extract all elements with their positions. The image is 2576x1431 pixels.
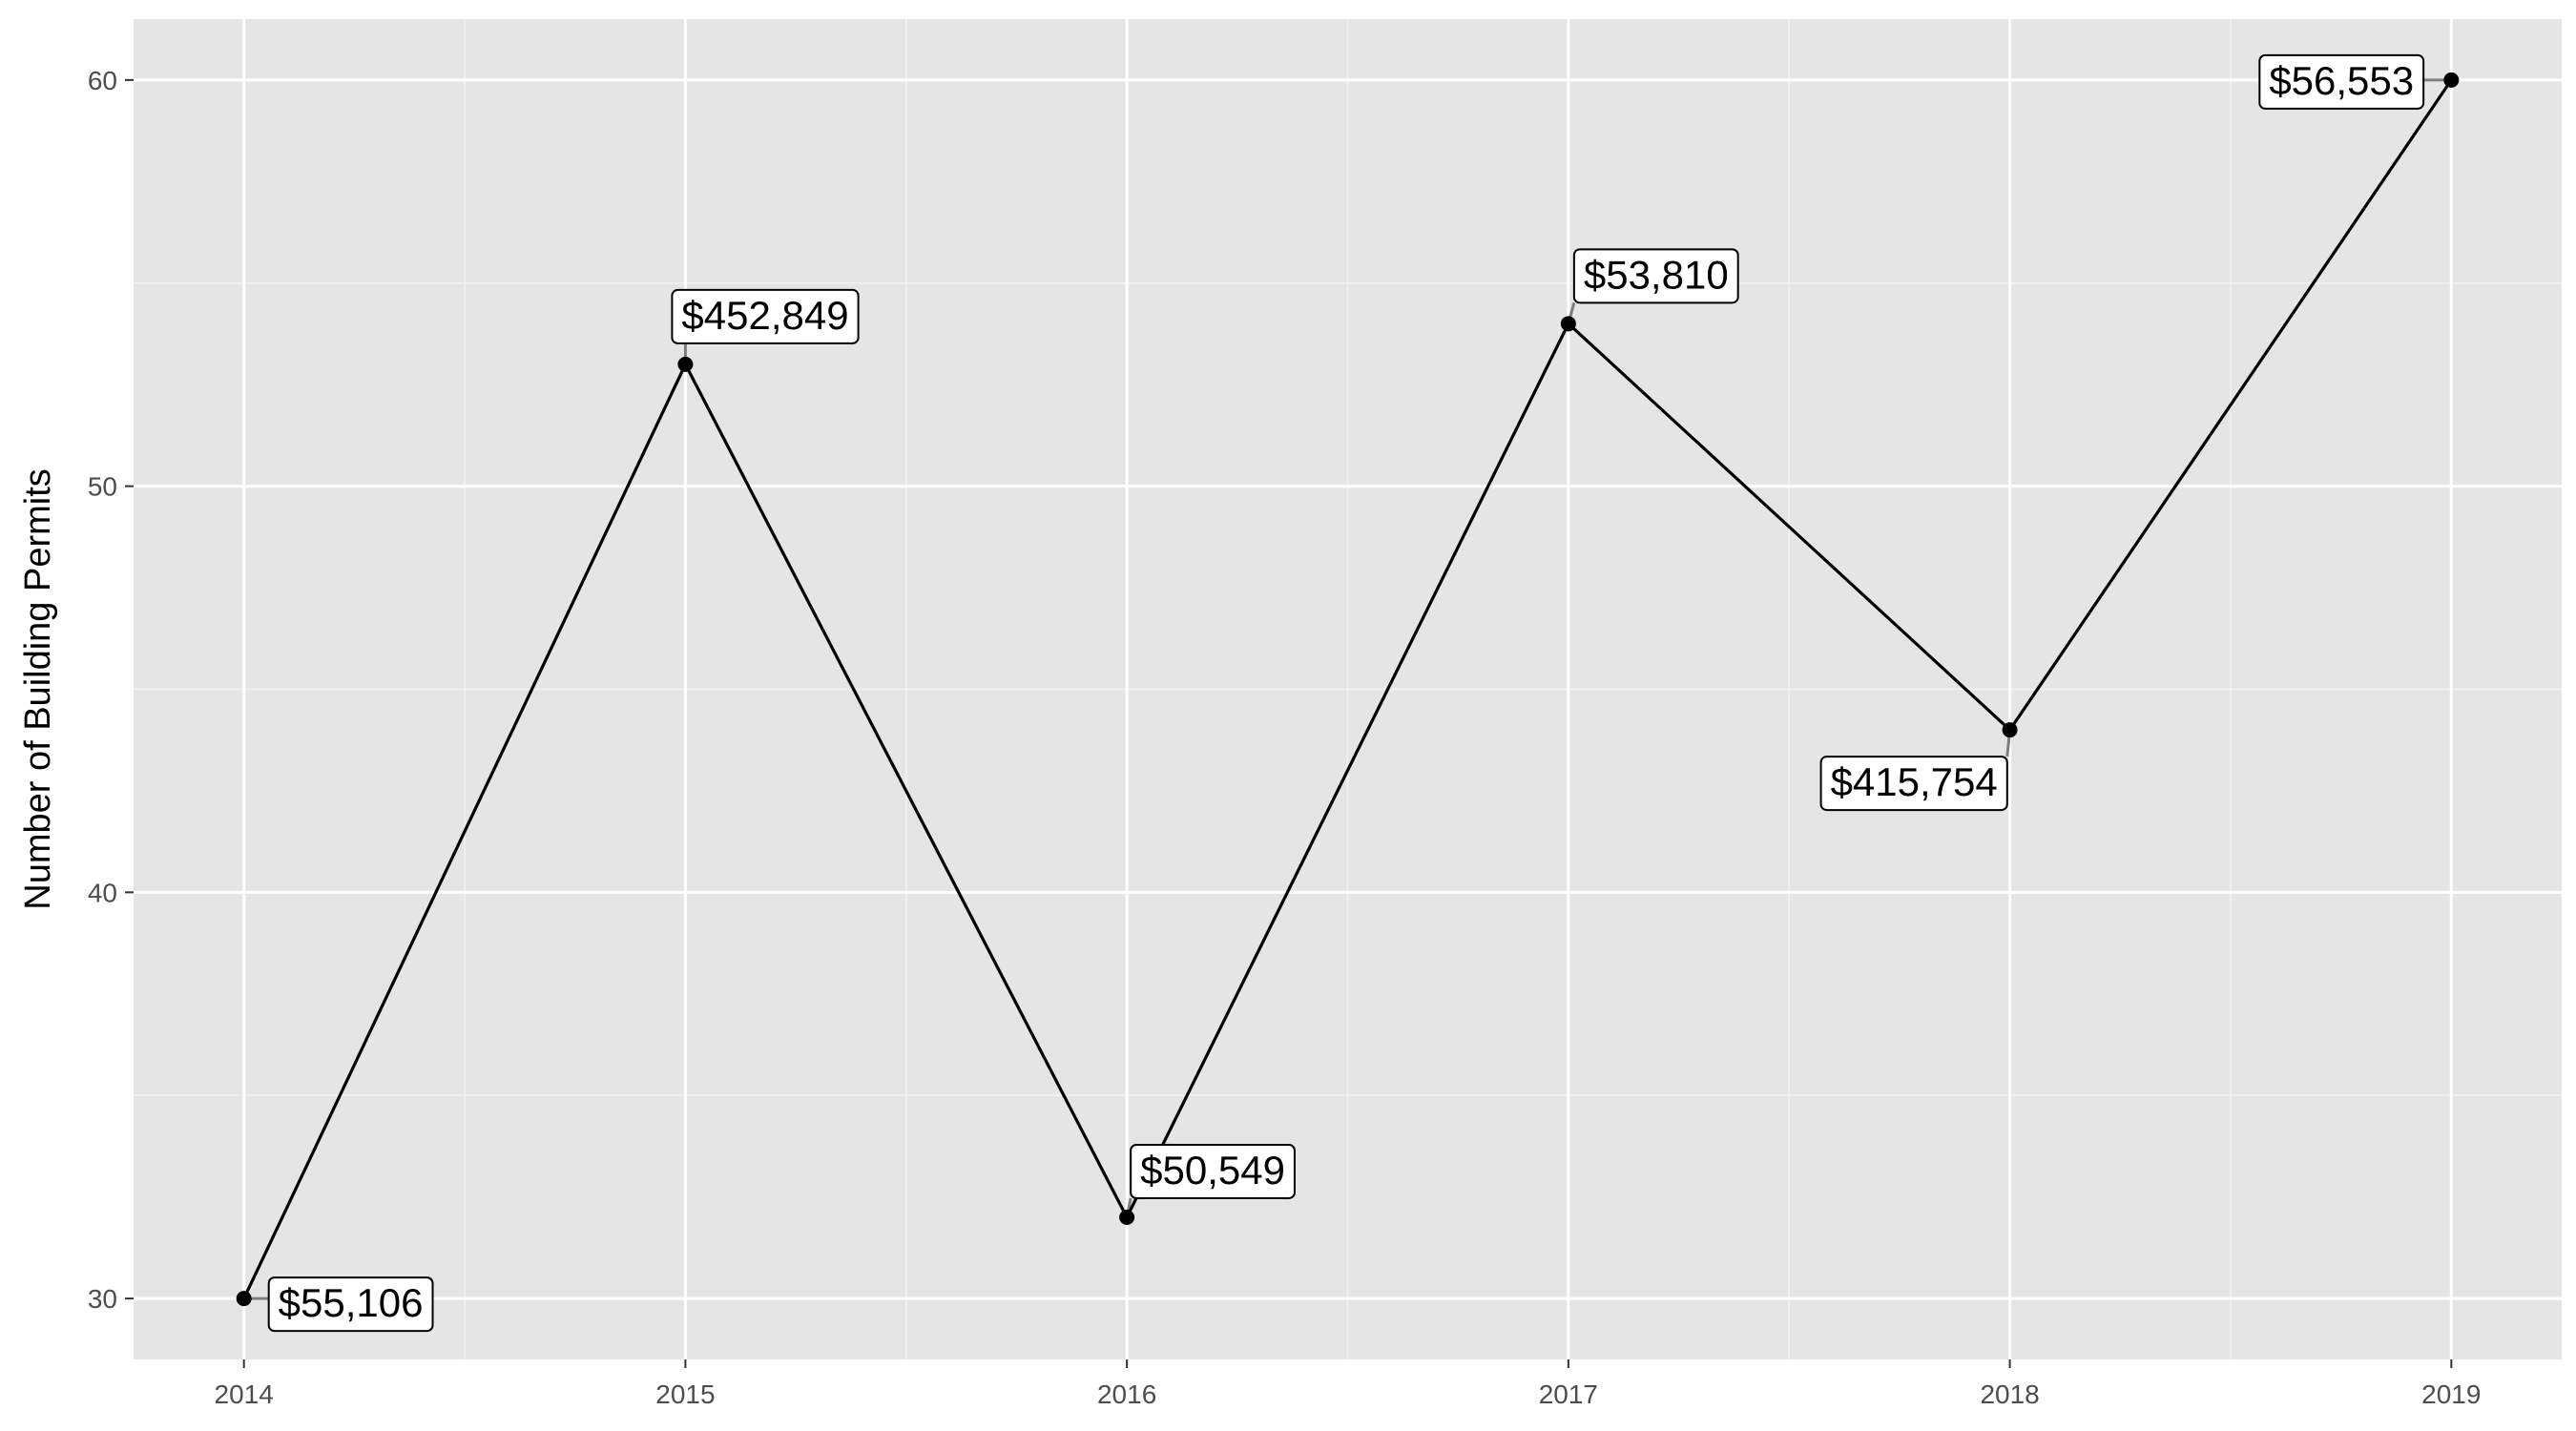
data-label-box (1572, 248, 1739, 304)
data-label-text: $53,810 (1584, 252, 1729, 297)
data-label-box (1819, 756, 2008, 812)
x-tick-label: 2015 (655, 1379, 715, 1409)
data-label-text: $50,549 (1140, 1148, 1285, 1192)
series-line (242, 79, 2453, 1299)
data-label: $55,106 (267, 1276, 434, 1333)
data-label: $56,553 (2258, 53, 2425, 110)
data-point (2443, 72, 2460, 88)
x-tick-label: 2016 (1097, 1379, 1156, 1409)
data-point (1119, 1209, 1135, 1225)
data-label-text: $415,754 (1831, 759, 1998, 804)
data-label-box (1130, 1143, 1296, 1199)
major-gridlines (134, 19, 2562, 1359)
data-label-box (671, 288, 860, 344)
data-label-box (2258, 53, 2425, 110)
y-axis: 30 40 50 60 (88, 66, 134, 1314)
data-point (1560, 316, 1576, 332)
x-tick-label: 2014 (215, 1379, 274, 1409)
data-label: $452,849 (671, 288, 860, 344)
data-points (236, 72, 2460, 1307)
data-label-text: $55,106 (279, 1280, 424, 1325)
y-tick-label: 60 (88, 66, 117, 95)
data-labels: $55,106 $452,849 $50,549 $53,810 $415,754 $56… (267, 53, 2425, 1333)
x-tick-label: 2018 (1980, 1379, 2039, 1409)
data-label-text: $452,849 (681, 293, 848, 338)
x-axis: 2014 2015 2016 2017 2018 2019 (215, 1359, 2481, 1409)
data-point (677, 356, 694, 372)
data-point (2002, 722, 2018, 738)
y-tick-label: 40 (88, 878, 117, 907)
minor-gridlines (134, 19, 2562, 1359)
x-tick-label: 2019 (2421, 1379, 2481, 1409)
y-tick-label: 50 (88, 472, 117, 502)
data-point (236, 1291, 252, 1307)
data-label-text: $56,553 (2269, 58, 2414, 103)
data-label: $50,549 (1130, 1143, 1296, 1199)
x-tick-label: 2017 (1539, 1379, 1598, 1409)
data-label-box (267, 1276, 434, 1333)
data-label: $415,754 (1819, 756, 2008, 812)
y-tick-label: 30 (88, 1284, 117, 1314)
y-axis-title: Number of Building Permits (18, 468, 58, 910)
data-label: $53,810 (1572, 248, 1739, 304)
